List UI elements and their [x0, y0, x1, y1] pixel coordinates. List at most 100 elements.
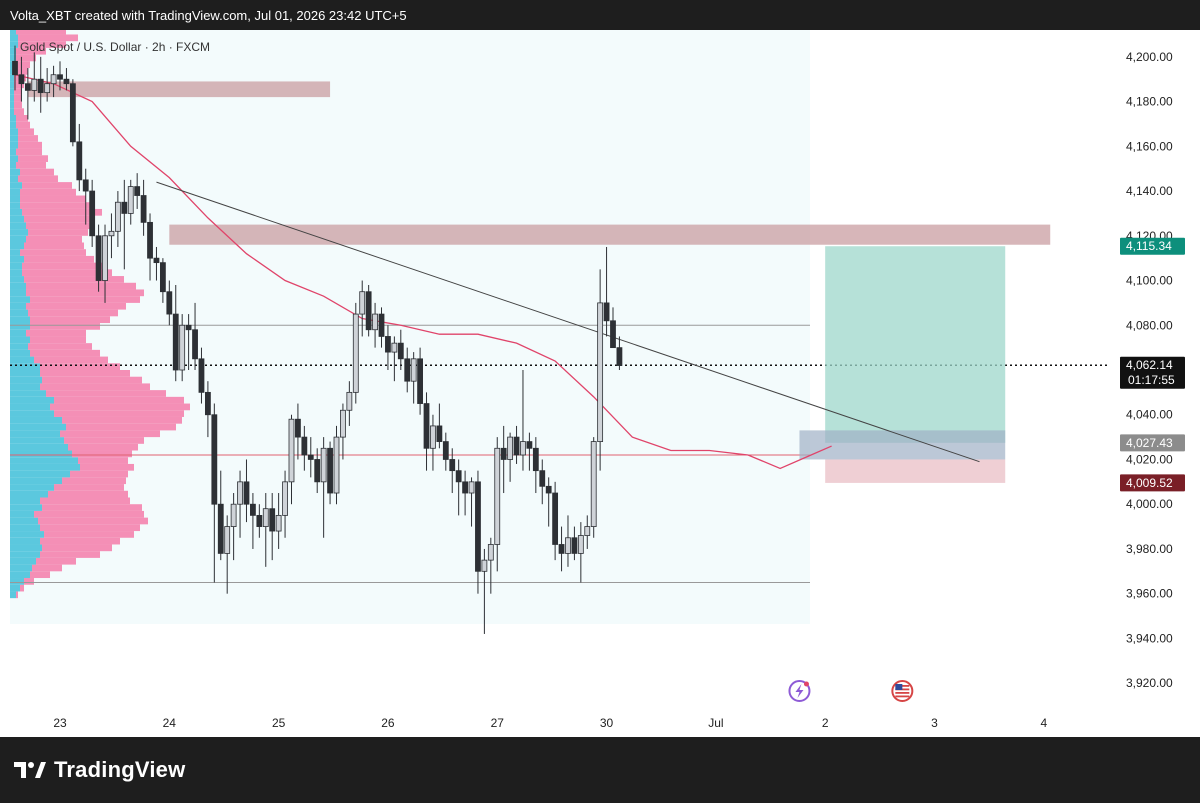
profile-sell-bar [40, 551, 100, 558]
profile-buy-bar [10, 450, 72, 458]
profile-sell-bar [18, 141, 42, 149]
price-label-text: 4,027.43 [1126, 436, 1173, 450]
profile-buy-bar [10, 101, 14, 109]
profile-sell-bar [16, 121, 30, 129]
tradingview-logo-icon [14, 762, 46, 778]
candle-body [565, 537, 571, 554]
profile-sell-bar [68, 443, 138, 451]
profile-buy-bar [10, 443, 68, 451]
candle-body [346, 391, 353, 411]
profile-sell-bar [20, 202, 94, 209]
x-tick-label: 27 [491, 716, 505, 730]
candle-body [385, 336, 391, 353]
profile-sell-bar [80, 463, 134, 471]
profile-buy-bar [10, 396, 54, 404]
profile-sell-bar [40, 370, 130, 377]
profile-buy-bar [10, 215, 24, 223]
candle-body [37, 78, 44, 94]
event-markers [788, 680, 914, 702]
profile-sell-bar [64, 437, 144, 444]
profile-sell-bar [14, 101, 22, 109]
profile-sell-bar [20, 188, 76, 196]
candle-body [127, 186, 134, 214]
profile-sell-bar [30, 296, 140, 303]
candle-body [307, 454, 314, 460]
profile-sell-bar [46, 390, 166, 397]
candle-body [423, 403, 430, 449]
volume-profile [10, 21, 190, 599]
profile-buy-bar [10, 370, 40, 377]
x-tick-label: 4 [1040, 716, 1047, 730]
profile-sell-bar [20, 249, 86, 256]
candle-body [494, 447, 501, 545]
profile-buy-bar [10, 222, 26, 230]
profile-sell-bar [70, 470, 128, 478]
x-tick-label: 30 [600, 716, 614, 730]
candle-body [520, 441, 526, 456]
tradingview-logo[interactable]: TradingView [14, 757, 185, 783]
x-tick-label: 2 [822, 716, 829, 730]
profile-buy-bar [10, 497, 40, 505]
profile-buy-bar [10, 329, 26, 337]
y-tick-label: 4,080.00 [1126, 318, 1173, 332]
price-label-text: 4,009.52 [1126, 476, 1173, 490]
profile-sell-bar [16, 54, 36, 62]
lightning-bolt [795, 684, 804, 698]
profile-buy-bar [10, 517, 38, 525]
profile-buy-bar [10, 276, 24, 283]
profile-buy-bar [10, 470, 70, 478]
candle-body [590, 441, 597, 527]
profile-buy-bar [10, 343, 28, 350]
price-chart[interactable]: 3,920.00 3,940.00 3,960.00 3,980.00 4,000.00… [0, 21, 1200, 737]
candle-body [577, 535, 584, 554]
profile-sell-bar [26, 235, 82, 243]
candle-body [224, 526, 231, 554]
y-tick-label: 4,160.00 [1126, 139, 1173, 153]
candle-body [256, 514, 263, 527]
profile-buy-bar [10, 557, 36, 565]
candle-body [552, 492, 559, 545]
candle-body [192, 329, 198, 360]
supply-zone-upper [27, 81, 331, 98]
candle-body [500, 447, 507, 460]
profile-sell-bar [24, 255, 94, 263]
profile-buy-bar [10, 477, 62, 485]
profile-buy-bar [10, 148, 16, 156]
profile-buy-bar [10, 302, 26, 310]
profile-buy-bar [10, 47, 16, 55]
price-label-text: 4,062.14 [1126, 358, 1173, 372]
profile-buy-bar [10, 296, 30, 303]
candle-body [372, 313, 378, 331]
profile-buy-bar [10, 383, 40, 391]
candle-body [243, 481, 250, 505]
candle-body [217, 503, 224, 554]
header-bar: Volta_XBT created with TradingView.com, … [0, 0, 1200, 30]
candle-body [262, 508, 269, 527]
profile-sell-bar [32, 564, 62, 572]
candle-body [320, 447, 327, 483]
profile-buy-bar [10, 584, 20, 592]
profile-buy-bar [10, 510, 34, 518]
profile-sell-bar [42, 544, 112, 552]
profile-buy-bar [10, 175, 18, 183]
candle-body [121, 201, 128, 214]
profile-buy-bar [10, 235, 26, 243]
profile-buy-bar [10, 564, 32, 572]
candle-body [487, 544, 494, 561]
chart-credit: Volta_XBT created with TradingView.com, … [10, 8, 407, 23]
profile-buy-bar [10, 490, 48, 498]
profile-sell-bar [34, 510, 144, 518]
profile-sell-bar [36, 557, 76, 565]
profile-buy-bar [10, 208, 22, 216]
profile-sell-bar [72, 450, 132, 458]
price-label-box [1120, 474, 1185, 492]
profile-buy-bar [10, 61, 14, 69]
profile-buy-bar [10, 34, 18, 42]
profile-sell-bar [16, 115, 28, 122]
candle-body [352, 313, 359, 393]
candle-body [436, 425, 443, 442]
x-tick-label: 3 [931, 716, 938, 730]
time-axis: 23 24 25 26 27 30 Jul 2 3 4 [53, 716, 1047, 730]
candle-body [475, 481, 481, 572]
x-tick-label: 23 [53, 716, 67, 730]
